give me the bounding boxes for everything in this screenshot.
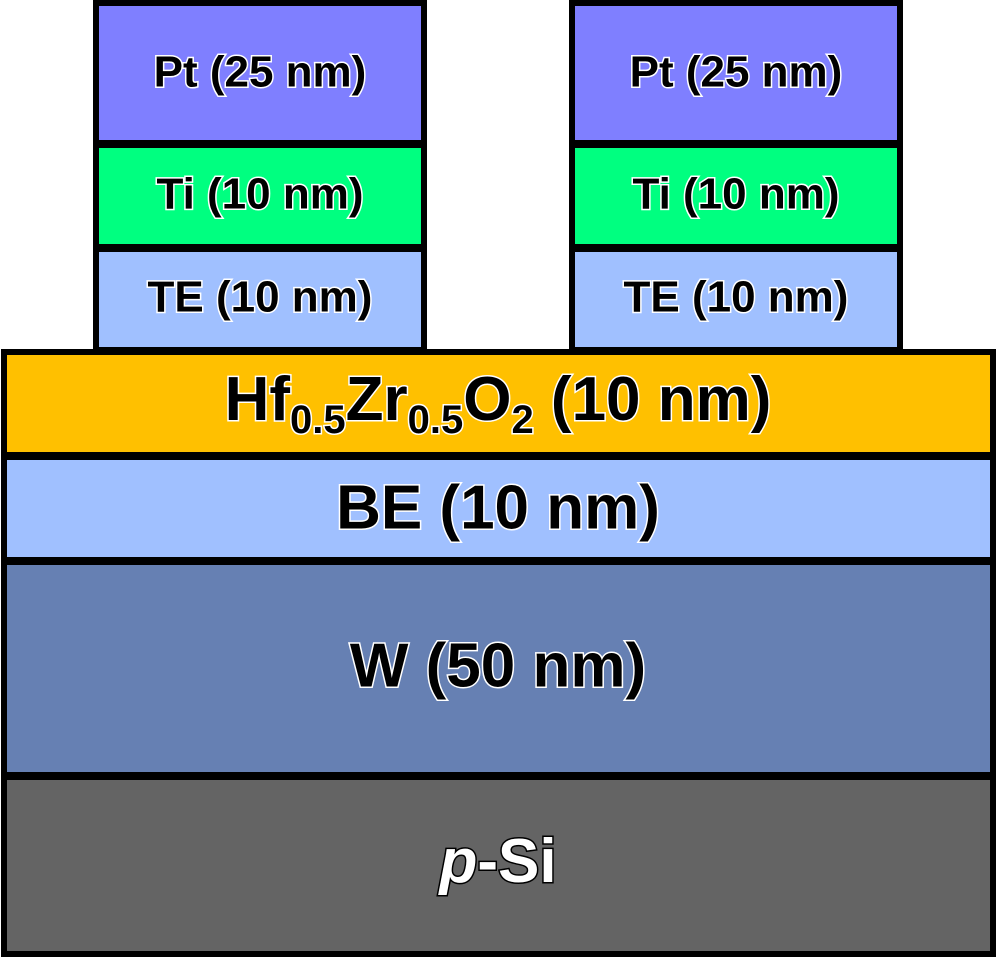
layer-label: Ti (10 nm): [156, 170, 363, 219]
pt-layer: [93, 0, 427, 146]
layer-label: Pt (25 nm): [630, 48, 843, 97]
layer-label: Hf0.5Zr0.5O2 (10 nm): [225, 365, 772, 441]
label-part: Hf: [225, 365, 291, 434]
label-part: Zr: [346, 365, 408, 434]
layer-label: BE (10 nm): [336, 473, 660, 542]
label-part: O: [463, 365, 511, 434]
layer-label: Pt (25 nm): [154, 48, 367, 97]
layer-label: p-Si: [437, 827, 556, 896]
label-part: (10 nm): [534, 365, 772, 434]
subscript: 2: [511, 398, 533, 442]
subscript: 0.5: [290, 398, 346, 442]
si-substrate: [1, 774, 996, 957]
label-part: p: [437, 827, 477, 896]
layer-label: Ti (10 nm): [632, 170, 839, 219]
te-layer: [569, 246, 903, 353]
layer-label: W (50 nm): [350, 631, 646, 700]
layer-label: TE (10 nm): [624, 273, 849, 322]
label-part: -Si: [477, 827, 556, 896]
layer-label: TE (10 nm): [148, 273, 373, 322]
pt-layer: [569, 0, 903, 146]
subscript: 0.5: [408, 398, 464, 442]
be-layer: [1, 454, 996, 563]
